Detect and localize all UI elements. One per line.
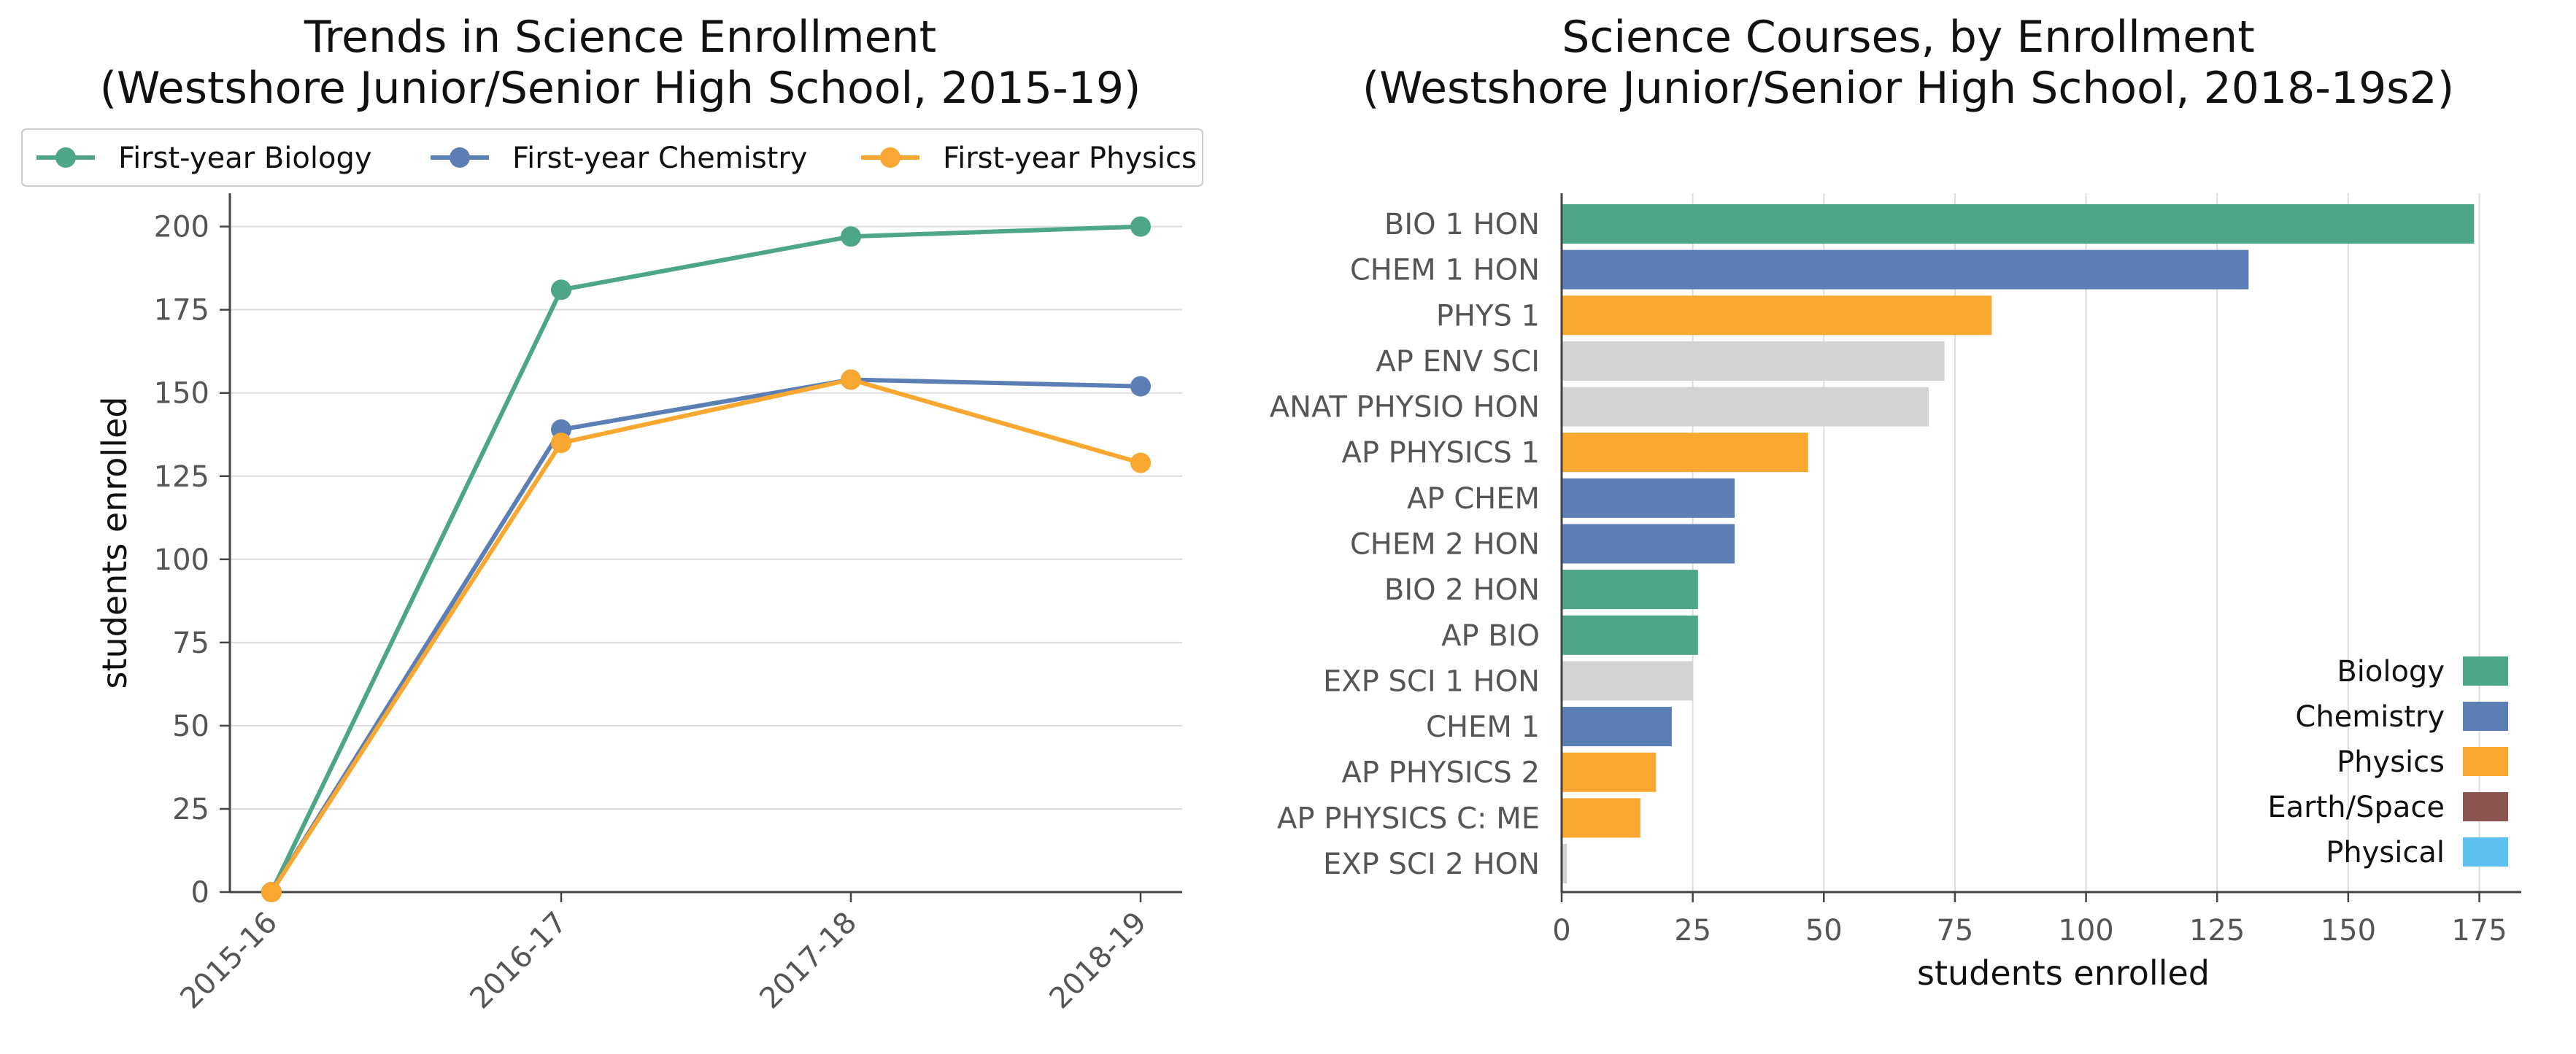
bar (1562, 524, 1735, 564)
bar-chart-panel: Science Courses, by Enrollment (Westshor… (1241, 0, 2576, 1054)
bar (1562, 752, 1657, 792)
legend-label: Earth/Space (2267, 791, 2445, 824)
y-tick-label: 100 (154, 543, 209, 577)
category-label: PHYS 1 (1436, 299, 1540, 333)
series-line-2 (269, 377, 1141, 894)
bar-chart-title-line1: Science Courses, by Enrollment (1562, 12, 2255, 63)
bar (1562, 844, 1567, 883)
x-tick-label: 2016-17 (463, 906, 574, 1016)
x-tick-label: 150 (2321, 914, 2376, 948)
series-point-2 (551, 433, 571, 454)
legend-label: First-year Physics (943, 142, 1197, 175)
bar (1562, 204, 2475, 244)
category-label: ANAT PHYSIO HON (1270, 391, 1540, 425)
category-label: BIO 1 HON (1384, 208, 1540, 241)
legend-marker (450, 147, 470, 168)
legend-label: Biology (2337, 655, 2445, 689)
legend-marker (880, 147, 901, 168)
bar (1562, 570, 1698, 610)
category-label: AP BIO (1441, 619, 1540, 653)
bar (1562, 798, 1640, 838)
series-point-0 (551, 279, 571, 301)
series-line-1 (269, 377, 1141, 894)
bar (1562, 249, 2249, 290)
y-tick-label: 200 (154, 211, 209, 244)
x-tick-label: 2018-19 (1043, 906, 1153, 1016)
legend-swatch (2463, 747, 2508, 776)
x-tick-label: 2015-16 (174, 906, 284, 1016)
category-label: CHEM 2 HON (1350, 528, 1540, 562)
y-axis-label: students enrolled (95, 397, 134, 689)
x-tick-label: 2017-18 (753, 906, 863, 1016)
y-tick-label: 25 (172, 793, 209, 826)
series-line-0 (269, 224, 1141, 894)
category-label: CHEM 1 (1426, 710, 1540, 744)
line-chart-panel: Trends in Science Enrollment (Westshore … (0, 0, 1241, 1054)
bar-chart: BIO 1 HON CHEM 1 HON PHYS 1 AP ENV SCI ANAT … (1270, 193, 2521, 993)
legend-swatch (2463, 702, 2508, 731)
bar (1562, 387, 1929, 427)
y-tick-label: 175 (154, 294, 209, 328)
series-point-0 (841, 226, 861, 247)
category-label: AP PHYSICS 2 (1341, 756, 1540, 790)
legend-label: First-year Biology (118, 142, 372, 175)
series-point-2 (261, 882, 282, 902)
category-label: EXP SCI 1 HON (1323, 664, 1540, 698)
line-chart: 0 25 50 75 100 125 150 175 200 2015-16 2016-17 2017… (21, 128, 1203, 1016)
bar (1562, 707, 1672, 747)
x-tick-label: 125 (2189, 914, 2245, 948)
category-label: CHEM 1 HON (1350, 254, 1540, 287)
x-tick-label: 100 (2058, 914, 2113, 948)
bar (1562, 295, 1992, 336)
x-tick-label: 50 (1805, 914, 1843, 948)
category-label: BIO 2 HON (1384, 573, 1540, 607)
category-label: AP PHYSICS C: ME (1277, 802, 1540, 835)
y-tick-label: 0 (191, 876, 209, 910)
legend-swatch (2463, 792, 2508, 821)
x-tick-label: 75 (1936, 914, 1973, 948)
bar (1562, 341, 1945, 381)
legend-label: Physics (2337, 745, 2445, 779)
legend-swatch (2463, 837, 2508, 867)
category-label: AP CHEM (1407, 482, 1540, 516)
bar-chart-title-line2: (Westshore Junior/Senior High School, 20… (1362, 63, 2455, 114)
x-tick-label: 25 (1674, 914, 1711, 948)
bar (1562, 478, 1735, 518)
legend-box (21, 128, 1203, 187)
line-chart-title-line1: Trends in Science Enrollment (304, 12, 937, 63)
legend-label: Chemistry (2295, 700, 2445, 734)
y-tick-label: 125 (154, 460, 209, 494)
legend-marker (55, 147, 76, 168)
line-chart-title-line2: (Westshore Junior/Senior High School, 20… (99, 63, 1141, 114)
y-tick-label: 75 (172, 627, 209, 660)
category-label: EXP SCI 2 HON (1323, 848, 1540, 881)
series-point-2 (841, 369, 861, 390)
category-label: AP ENV SCI (1376, 345, 1540, 379)
legend-swatch (2463, 656, 2508, 686)
line-chart-title: Trends in Science Enrollment (Westshore … (0, 12, 1241, 114)
x-axis-label: students enrolled (1917, 953, 2210, 993)
series-point-0 (1130, 216, 1151, 237)
legend-label: First-year Chemistry (512, 142, 807, 175)
series-point-2 (1130, 452, 1151, 473)
bar (1562, 433, 1808, 473)
bar-chart-title: Science Courses, by Enrollment (Westshor… (1241, 12, 2576, 114)
y-tick-label: 50 (172, 710, 209, 743)
x-tick-label: 0 (1552, 914, 1570, 948)
x-tick-label: 175 (2451, 914, 2507, 948)
series-point-1 (1130, 376, 1151, 397)
bar (1562, 661, 1693, 701)
legend-label: Physical (2326, 836, 2445, 869)
y-tick-label: 150 (154, 377, 209, 411)
bar (1562, 615, 1698, 655)
category-label: AP PHYSICS 1 (1341, 436, 1540, 470)
